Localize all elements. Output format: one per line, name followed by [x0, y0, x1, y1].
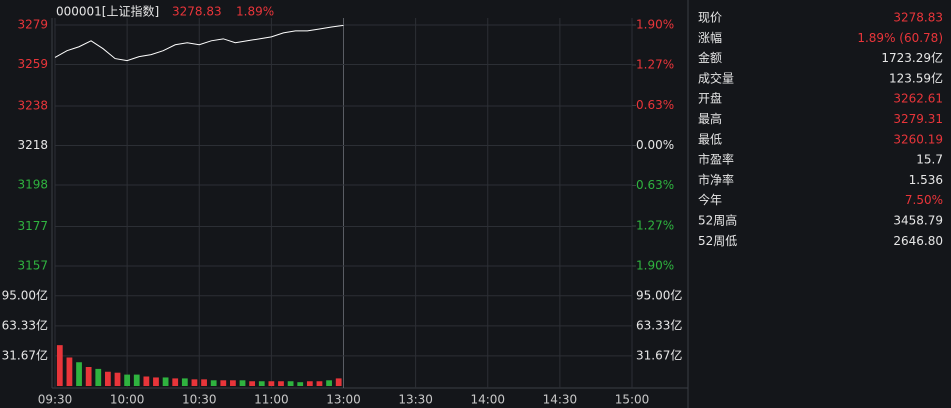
volume-bar — [162, 377, 169, 386]
volume-bar — [201, 379, 207, 386]
y-tick-label: 3259 — [17, 57, 48, 71]
volume-bar — [133, 374, 140, 386]
volume-bar — [124, 374, 131, 386]
quote-label: 52周低 — [698, 234, 737, 248]
quote-label: 52周高 — [698, 213, 737, 228]
volume-bar — [181, 378, 188, 386]
y2-tick-label: 1.27% — [636, 219, 674, 233]
volume-bar — [220, 380, 227, 386]
x-tick-label: 13:00 — [326, 393, 361, 407]
volume-tick-label-right: 95.00亿 — [636, 287, 682, 302]
quote-value: 1723.29亿 — [881, 50, 943, 65]
quote-value: 123.59亿 — [889, 70, 943, 85]
volume-bar — [287, 381, 294, 386]
quote-label: 市盈率 — [698, 152, 734, 167]
volume-bar — [326, 380, 332, 386]
volume-bar — [191, 379, 198, 386]
volume-tick-label: 95.00亿 — [2, 287, 48, 302]
quote-value: 3260.19 — [893, 132, 943, 146]
y-tick-label: 3279 — [17, 18, 48, 32]
y-tick-label: 3238 — [17, 98, 48, 112]
y2-tick-label: 0.63% — [636, 98, 674, 112]
quote-label: 最高 — [698, 111, 722, 126]
y-tick-label: 3177 — [17, 219, 48, 233]
y-tick-label: 3218 — [17, 138, 48, 152]
quote-label: 开盘 — [698, 91, 722, 106]
x-tick-label: 13:30 — [398, 393, 433, 407]
volume-bar — [143, 376, 150, 386]
volume-tick-label: 31.67亿 — [2, 347, 48, 362]
price-line — [54, 24, 344, 62]
x-tick-label: 10:00 — [110, 393, 145, 407]
y-tick-label: 3198 — [17, 178, 48, 192]
x-tick-label: 14:00 — [470, 393, 505, 407]
quote-value: 1.89% (60.78) — [857, 31, 943, 45]
volume-bar — [230, 380, 236, 386]
quote-value: 3279.31 — [893, 112, 943, 126]
quote-value: 2646.80 — [893, 234, 943, 248]
y2-tick-label: 1.27% — [636, 57, 674, 71]
volume-bar — [105, 371, 111, 386]
volume-bar — [210, 380, 217, 386]
quote-label: 现价 — [698, 11, 722, 25]
volume-bar — [95, 368, 102, 386]
volume-bar — [306, 381, 313, 386]
quote-value: 1.536 — [909, 173, 943, 187]
index-code: 000001[上证指数] — [56, 4, 159, 19]
quote-label: 成交量 — [698, 70, 734, 85]
x-tick-label: 11:00 — [254, 393, 289, 407]
x-tick-label: 15:00 — [615, 393, 650, 407]
volume-bar — [335, 378, 342, 386]
volume-bar — [76, 362, 82, 386]
volume-bar — [316, 381, 323, 386]
volume-bar — [66, 357, 73, 386]
volume-bar — [172, 378, 179, 386]
quote-value: 7.50% — [905, 193, 943, 207]
volume-bar — [114, 372, 121, 386]
y-tick-label: 3157 — [17, 259, 48, 273]
volume-tick-label-right: 63.33亿 — [636, 317, 682, 332]
quote-label: 金额 — [698, 50, 722, 65]
volume-bar — [249, 381, 256, 386]
quote-label: 涨幅 — [698, 30, 722, 45]
volume-bar — [278, 381, 284, 386]
quote-value: 3278.83 — [893, 11, 943, 25]
index-change: 1.89% — [236, 5, 274, 19]
volume-tick-label-right: 31.67亿 — [636, 347, 682, 362]
x-tick-label: 14:30 — [543, 393, 578, 407]
volume-bar — [268, 381, 275, 386]
volume-bar — [239, 380, 246, 386]
quote-value: 3458.79 — [893, 214, 943, 228]
y2-tick-label: 0.63% — [636, 178, 674, 192]
x-tick-label: 09:30 — [38, 393, 73, 407]
y2-tick-label: 0.00% — [636, 138, 674, 152]
volume-bar — [56, 345, 63, 386]
volume-tick-label: 63.33亿 — [2, 317, 48, 332]
quote-value: 3262.61 — [893, 92, 943, 106]
volume-bar — [153, 377, 159, 386]
volume-bar — [85, 367, 92, 386]
quote-value: 15.7 — [916, 153, 943, 167]
quote-label: 今年 — [698, 192, 722, 207]
y2-tick-label: 1.90% — [636, 259, 674, 273]
x-tick-label: 10:30 — [182, 393, 217, 407]
quote-label: 最低 — [698, 132, 722, 146]
y2-tick-label: 1.90% — [636, 18, 674, 32]
index-price: 3278.83 — [172, 5, 222, 19]
volume-bar — [297, 382, 304, 386]
volume-bar — [258, 381, 265, 386]
quote-label: 市净率 — [698, 172, 734, 187]
